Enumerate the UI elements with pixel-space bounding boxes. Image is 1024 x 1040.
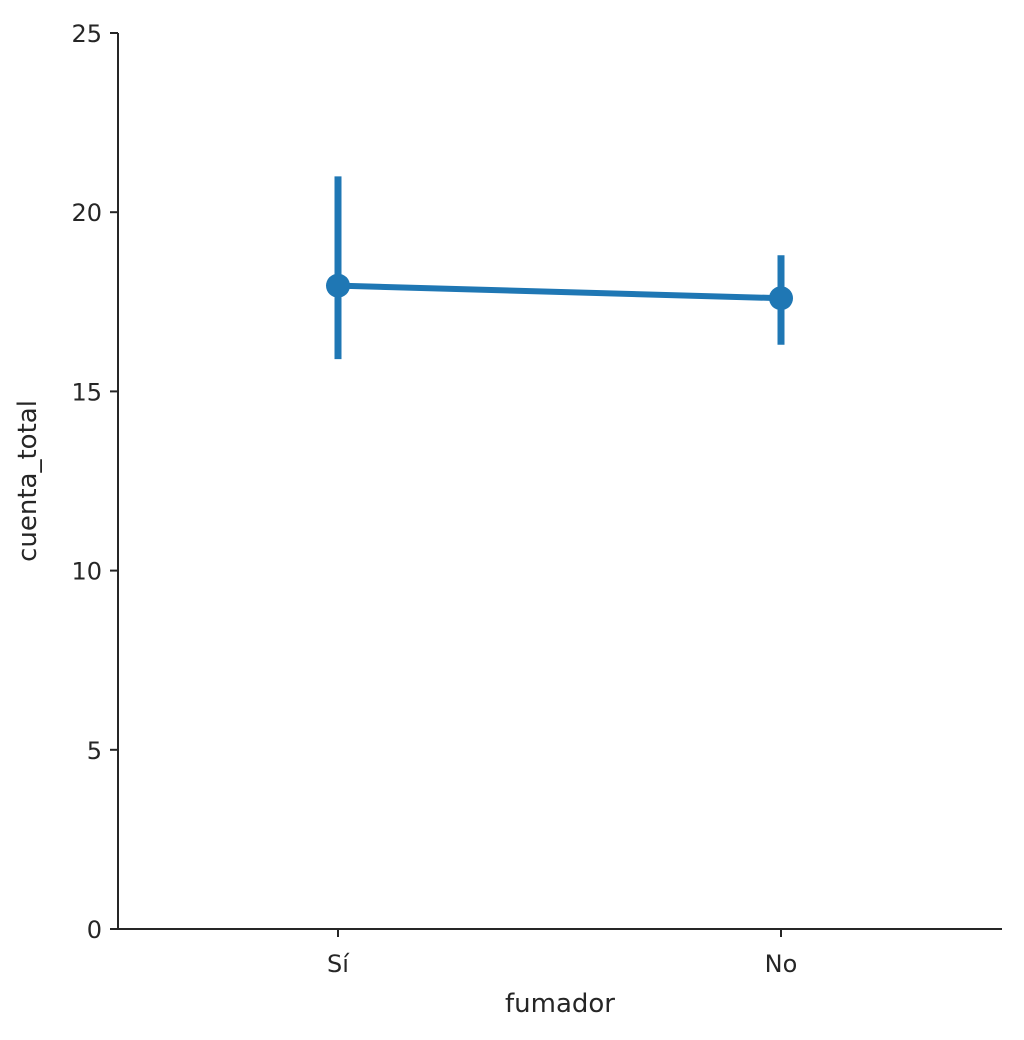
y-tick-label: 25 xyxy=(71,20,102,48)
y-tick-label: 0 xyxy=(87,916,102,944)
y-tick-label: 5 xyxy=(87,737,102,765)
y-axis-title: cuenta_total xyxy=(13,400,43,562)
series-line xyxy=(335,282,784,302)
data-point xyxy=(769,286,793,311)
x-axis-ticks: Sí No xyxy=(327,929,797,978)
y-tick-label: 15 xyxy=(71,378,102,406)
y-axis-ticks: 0 5 10 15 20 25 xyxy=(71,20,118,944)
x-tick-label: Sí xyxy=(327,950,350,978)
series-layer xyxy=(326,176,793,360)
y-tick-label: 10 xyxy=(71,558,102,586)
x-axis-title: fumador xyxy=(505,989,615,1019)
x-tick-label: No xyxy=(765,950,798,978)
y-tick-label: 20 xyxy=(71,199,102,227)
data-point xyxy=(326,273,350,298)
